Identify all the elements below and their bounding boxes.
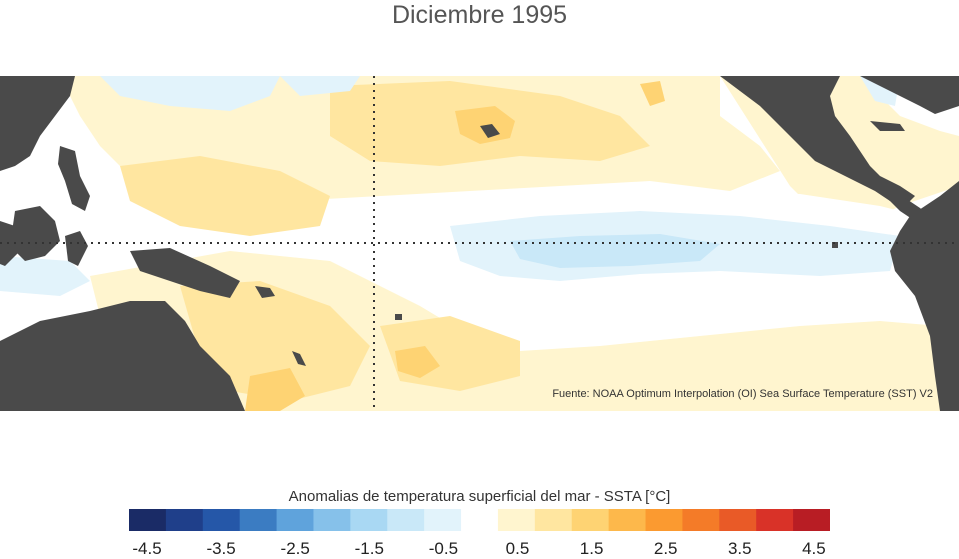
warm-anomaly-hawaii: [455, 106, 515, 144]
legend-title: Anomalias de temperatura superficial del…: [288, 488, 671, 505]
color-scale-swatch: [202, 509, 241, 531]
land-borneo: [10, 206, 60, 261]
color-scale-tick-label: -0.5: [428, 539, 459, 558]
color-scale-tick-label: -3.5: [206, 539, 236, 558]
land-new-caledonia: [292, 351, 306, 366]
color-scale-swatch: [313, 509, 351, 531]
land-australia: [0, 301, 245, 411]
color-scale-tick-label: -1.5: [354, 539, 384, 558]
land-south-america: [890, 181, 959, 411]
color-scale-tick-label: 3.5: [727, 539, 752, 558]
land-sulawesi: [65, 231, 88, 266]
color-scale-tick-label: -4.5: [132, 539, 162, 558]
map-title: Diciembre 1995: [391, 1, 568, 29]
ssta-map: [0, 76, 959, 411]
color-scale-swatch: [571, 509, 610, 531]
land-philippines: [58, 146, 90, 211]
warm-anomaly-south-patch: [245, 368, 305, 411]
land-fiji: [395, 314, 402, 320]
color-scale-tick-label: 2.5: [653, 539, 678, 558]
color-scale-swatch: [424, 509, 462, 531]
color-scale-swatch: [129, 509, 167, 531]
color-scale-tick-label: 4.5: [802, 539, 826, 558]
color-scale-tick-label: -2.5: [280, 539, 310, 558]
data-source-note: Fuente: NOAA Optimum Interpolation (OI) …: [552, 388, 933, 400]
color-scale-swatch: [350, 509, 388, 531]
land-new-guinea: [130, 248, 240, 298]
warm-anomaly-northeast-patch: [640, 81, 665, 106]
cool-anomaly-northwest: [100, 76, 280, 111]
warm-anomaly-south-patch-2: [395, 346, 440, 378]
color-scale-swatch: [387, 509, 425, 531]
color-scale-swatch: [719, 509, 757, 531]
land-masses: [0, 76, 959, 411]
color-scale-swatch: [239, 509, 278, 531]
color-scale-tick-label: 0.5: [505, 539, 530, 558]
land-hawaii: [480, 124, 500, 138]
cool-anomaly-north-central: [280, 76, 360, 96]
color-scale-swatch: [682, 509, 720, 531]
land-north-america: [720, 76, 915, 206]
color-scale-swatch: [645, 509, 683, 531]
warm-anomaly-south-west: [180, 281, 370, 401]
color-scale-swatch: [793, 509, 830, 531]
color-scale-tick-label: 1.5: [579, 539, 604, 558]
land-asia-northwest: [0, 76, 75, 171]
color-scale-swatch: [461, 509, 499, 531]
color-scale-swatch: [756, 509, 794, 531]
cool-anomaly-equatorial-core: [510, 234, 720, 268]
color-scale-swatch: [497, 509, 536, 531]
land-solomon: [255, 286, 275, 298]
cool-anomaly-indonesia-south: [0, 256, 90, 296]
color-scale-swatch: [276, 509, 314, 531]
color-scale-swatch: [534, 509, 573, 531]
land-sumatra-java: [0, 221, 20, 266]
color-scale-bar: [129, 509, 830, 531]
land-north-east-asia-corner: [860, 76, 959, 114]
color-scale-swatch: [608, 509, 647, 531]
warm-anomaly-west-central: [120, 156, 330, 236]
land-caribbean: [870, 121, 905, 131]
color-scale-swatch: [165, 509, 204, 531]
